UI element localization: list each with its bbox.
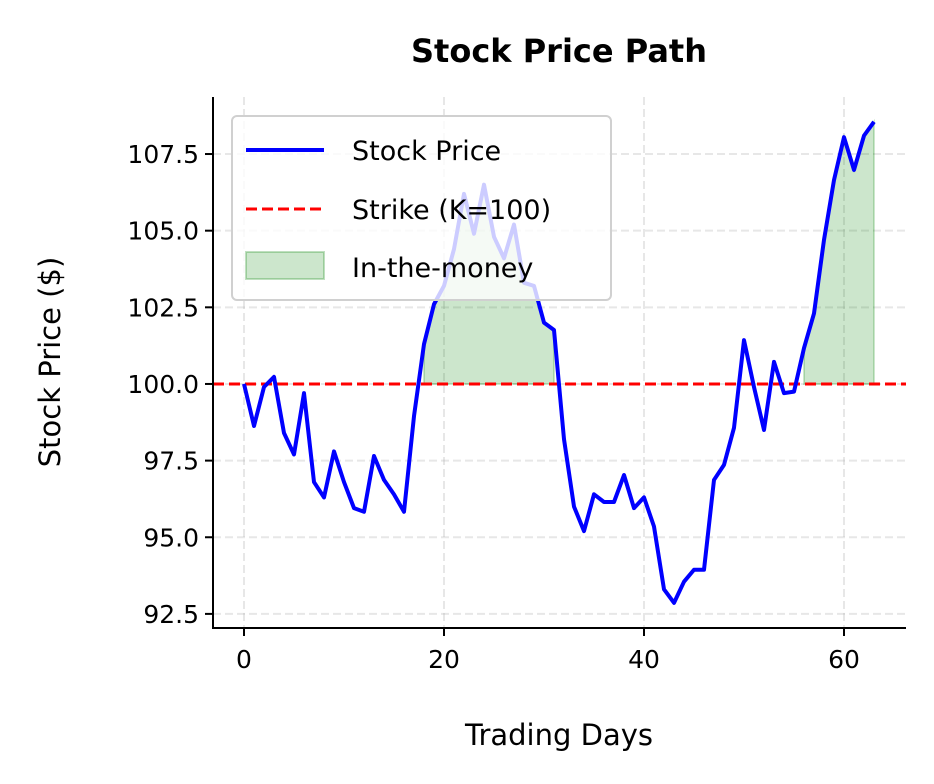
y-tick-label: 92.5: [143, 600, 199, 629]
legend-swatch-in-the-money: [245, 251, 325, 280]
legend-label-strike: Strike (K=100): [352, 195, 551, 226]
y-tick-label: 97.5: [143, 447, 199, 476]
stock-price-line: [242, 120, 876, 605]
legend-box: [231, 115, 612, 301]
x-tick-label: 20: [428, 645, 460, 674]
y-tick-label: 107.5: [127, 140, 199, 169]
y-tick-label: 102.5: [127, 293, 199, 322]
axes: [212, 97, 906, 629]
x-tick-label: 40: [628, 645, 660, 674]
y-axis-label: Stock Price ($): [33, 257, 67, 468]
chart-title: Stock Price Path: [411, 32, 707, 70]
y-tick-label: 100.0: [127, 370, 199, 399]
x-tick-label: 0: [236, 645, 252, 674]
legend-label-stock-price: Stock Price: [352, 136, 501, 167]
y-tick-label: 105.0: [127, 217, 199, 246]
legend: Stock Price Strike (K=100) In-the-money: [231, 115, 612, 301]
y-tick-label: 95.0: [143, 523, 199, 552]
x-tick-label: 60: [828, 645, 860, 674]
x-axis-label: Trading Days: [464, 718, 653, 752]
legend-label-in-the-money: In-the-money: [352, 253, 533, 284]
ticks: 0 20 40 60 92.5 95.0 97.5 100.0 102.5 105.0 107.5: [127, 140, 859, 674]
